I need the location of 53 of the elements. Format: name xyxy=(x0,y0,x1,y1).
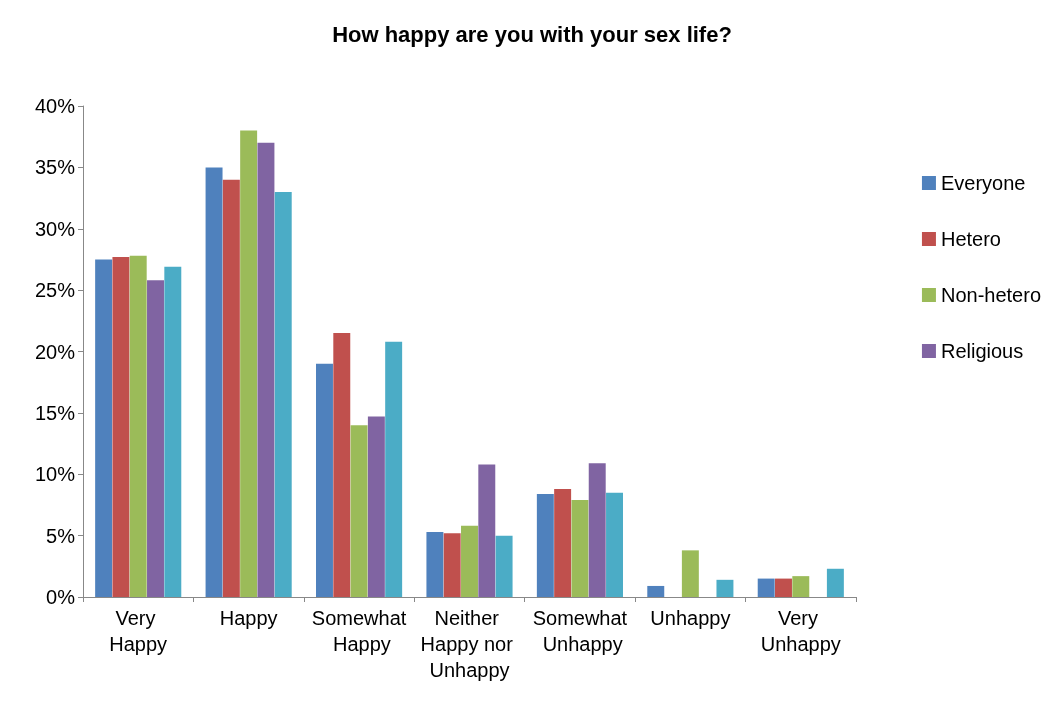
bar xyxy=(350,425,368,597)
y-tick-label: 40% xyxy=(34,95,76,117)
bar xyxy=(588,463,606,597)
bar xyxy=(495,535,513,597)
bar xyxy=(792,576,810,597)
x-tick-label: Somewhat Happy xyxy=(311,607,407,655)
bar xyxy=(333,333,351,597)
bar xyxy=(112,256,130,597)
legend-label: Hetero xyxy=(940,228,1001,250)
bar xyxy=(571,500,589,597)
bar xyxy=(274,191,292,597)
bar xyxy=(95,259,113,597)
bar xyxy=(426,531,444,597)
bar xyxy=(129,255,147,597)
bar xyxy=(367,416,385,597)
x-tick-label: Somewhat Unhappy xyxy=(532,607,628,655)
chart-title: How happy are you with your sex life? xyxy=(332,21,732,47)
x-tick-label: Very Unhappy xyxy=(760,607,841,655)
y-tick-label: 10% xyxy=(34,463,76,486)
bar xyxy=(222,179,240,597)
bar xyxy=(240,130,258,597)
x-tick-label: Happy xyxy=(219,607,278,629)
bar xyxy=(775,578,792,597)
bar xyxy=(461,525,478,597)
bar xyxy=(606,492,623,597)
bar xyxy=(716,579,734,597)
bar xyxy=(757,578,775,597)
bar xyxy=(554,488,572,597)
bar xyxy=(826,568,844,597)
bar xyxy=(647,585,665,597)
y-tick-label: 5% xyxy=(46,524,76,547)
bar xyxy=(164,266,182,597)
bar xyxy=(205,167,223,597)
x-tick-label: Neither Happy nor Unhappy xyxy=(420,607,519,681)
legend-label: Non-hetero xyxy=(940,284,1041,306)
bar xyxy=(443,533,461,597)
x-tick-label: Very Happy xyxy=(109,607,168,655)
legend-label: Everyone xyxy=(940,172,1026,194)
y-tick-label: 25% xyxy=(34,279,76,302)
bar xyxy=(478,464,496,597)
bar xyxy=(257,142,275,597)
y-tick-label: 0% xyxy=(46,586,76,608)
y-tick-label: 15% xyxy=(34,401,76,424)
y-tick-label: 35% xyxy=(34,156,76,179)
bar xyxy=(316,363,333,597)
bar xyxy=(536,493,554,597)
y-tick-label: 20% xyxy=(34,340,76,363)
bar xyxy=(385,341,403,597)
bar xyxy=(681,550,699,597)
legend-label: Religious xyxy=(940,340,1024,362)
bar xyxy=(147,280,164,597)
x-tick-label: Unhappy xyxy=(650,607,731,629)
y-tick-label: 30% xyxy=(34,217,76,240)
